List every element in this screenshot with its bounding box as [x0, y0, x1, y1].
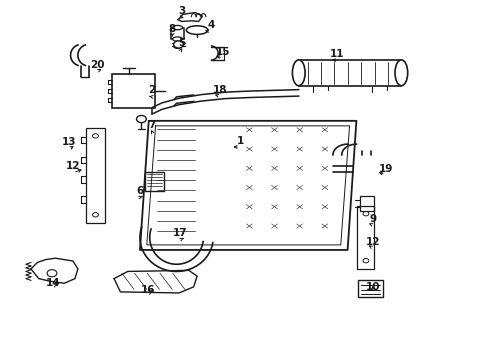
Text: 7: 7: [148, 121, 156, 130]
Ellipse shape: [173, 44, 181, 48]
Text: 18: 18: [212, 85, 227, 95]
Text: 19: 19: [379, 163, 393, 174]
Ellipse shape: [395, 60, 408, 86]
Text: 8: 8: [168, 24, 175, 34]
Bar: [146, 172, 164, 191]
Text: 20: 20: [90, 59, 105, 69]
Ellipse shape: [172, 37, 182, 41]
Ellipse shape: [137, 116, 147, 123]
Bar: [358, 280, 383, 297]
Ellipse shape: [173, 41, 183, 48]
Ellipse shape: [363, 212, 369, 216]
Text: 4: 4: [207, 20, 215, 30]
Text: 16: 16: [141, 285, 155, 296]
Text: 9: 9: [369, 214, 377, 224]
Ellipse shape: [186, 26, 208, 35]
Bar: [360, 196, 374, 211]
Text: 13: 13: [62, 138, 76, 147]
Bar: [299, 60, 401, 86]
Ellipse shape: [93, 213, 98, 217]
Bar: [357, 206, 374, 269]
Ellipse shape: [363, 258, 369, 263]
Text: 5: 5: [178, 38, 185, 48]
Text: 2: 2: [148, 85, 156, 95]
Text: 14: 14: [46, 278, 61, 288]
Text: 11: 11: [330, 49, 344, 59]
Text: 15: 15: [216, 46, 230, 57]
Bar: [171, 28, 184, 39]
Text: 3: 3: [178, 6, 185, 16]
Ellipse shape: [93, 134, 98, 138]
Text: 12: 12: [366, 237, 380, 247]
Bar: [86, 128, 105, 223]
Bar: [112, 74, 155, 108]
Ellipse shape: [172, 26, 182, 30]
Text: 17: 17: [173, 228, 188, 238]
Ellipse shape: [47, 270, 57, 277]
Text: 12: 12: [66, 161, 80, 171]
Ellipse shape: [293, 60, 305, 86]
Text: 6: 6: [136, 186, 144, 196]
Text: 1: 1: [237, 136, 244, 145]
Text: 10: 10: [366, 282, 380, 292]
